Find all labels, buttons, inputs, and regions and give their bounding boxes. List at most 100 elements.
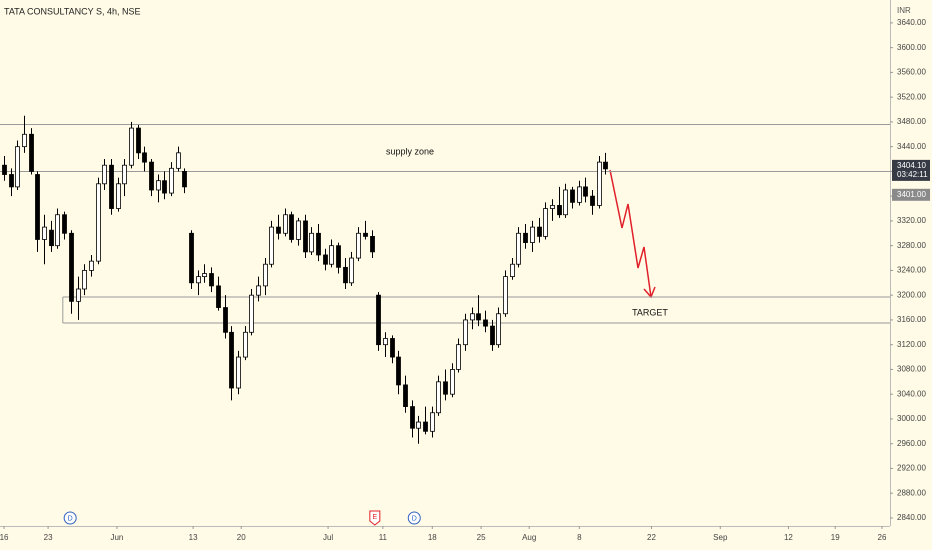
annotation: TARGET [632, 307, 668, 317]
candle-body [35, 174, 40, 240]
candle-body [49, 229, 54, 247]
last-price-label: 3404.10 [897, 161, 926, 170]
candle-body [603, 161, 608, 170]
candle-body [236, 356, 241, 389]
candle-body [69, 232, 74, 302]
x-tick-label: 13 [189, 533, 198, 542]
candle-body [89, 260, 94, 271]
candle-body [577, 186, 582, 203]
countdown: 03:42:11 [897, 170, 928, 179]
candle-body [590, 195, 595, 206]
candle-body [109, 164, 114, 209]
candle-body [289, 214, 294, 240]
y-tick-label: 2920.00 [897, 464, 926, 473]
candle-body [303, 220, 308, 253]
last-price-badge [892, 159, 930, 181]
candle-body [296, 220, 301, 240]
event-label: D [68, 515, 73, 522]
x-tick-label: Jul [323, 533, 333, 542]
y-tick-label: 3640.00 [897, 18, 926, 27]
candle-body [129, 127, 134, 166]
candle-body [162, 180, 167, 194]
y-tick-label: 3040.00 [897, 389, 926, 398]
candle-body [430, 412, 435, 432]
x-tick-label: 19 [831, 533, 840, 542]
candle-body [9, 174, 14, 188]
event-circle [63, 511, 77, 525]
candle-body [490, 325, 495, 346]
candle-body [329, 245, 334, 265]
candle-body [390, 338, 395, 358]
y-tick-label: 2840.00 [897, 513, 926, 522]
x-tick-label: 16 [0, 533, 9, 542]
candle-body [169, 167, 174, 194]
candle-body [136, 127, 141, 154]
candle-body [516, 232, 521, 265]
candle-body [370, 235, 375, 253]
candle-body [416, 421, 421, 429]
x-tick-label: Jun [110, 533, 123, 542]
candle-body [249, 294, 254, 333]
candle-body [583, 186, 588, 197]
candle-body [537, 226, 542, 237]
candle-body [470, 313, 475, 321]
candle-body [22, 133, 27, 148]
candle-body [62, 214, 67, 234]
candle-body [223, 307, 228, 333]
candle-body [383, 338, 388, 346]
candle-body [176, 152, 181, 169]
candle-body [229, 331, 234, 389]
candle-body [202, 273, 207, 278]
candle-body [443, 381, 448, 395]
candle-body [456, 344, 461, 370]
candle-body [102, 164, 107, 185]
candle-body [570, 189, 575, 203]
y-tick-label: 2960.00 [897, 439, 926, 448]
candle-body [543, 208, 548, 237]
candle-body [15, 146, 20, 188]
candle-body [82, 270, 87, 290]
candle-body [336, 245, 341, 268]
level-label: 3401.00 [897, 190, 926, 199]
candle-body [189, 232, 194, 284]
candle-body [76, 288, 81, 302]
y-tick-label: 3600.00 [897, 43, 926, 52]
candle-body [436, 381, 441, 414]
candle-body [42, 226, 47, 240]
candle-body [276, 226, 281, 234]
y-tick-label: 3320.00 [897, 216, 926, 225]
candle-body [149, 161, 154, 191]
y-tick-label: 3200.00 [897, 290, 926, 299]
candle-body [423, 421, 428, 432]
event-label: D [412, 515, 417, 522]
candle-body [410, 406, 415, 429]
candle-body [209, 273, 214, 287]
y-tick-label: 3240.00 [897, 266, 926, 275]
candle-body [323, 254, 328, 265]
candle-body [2, 164, 7, 175]
candle-body [396, 356, 401, 386]
annotation: supply zone [386, 146, 434, 156]
x-tick-label: 11 [379, 533, 388, 542]
candle-body [557, 205, 562, 216]
candle-body [55, 214, 60, 247]
candle-body [523, 232, 528, 243]
currency: INR [897, 6, 911, 15]
candle-body [182, 171, 187, 188]
candle-body [263, 263, 268, 287]
candle-body [563, 189, 568, 216]
candle-body [503, 276, 508, 315]
candle-body [483, 319, 488, 327]
candle-body [403, 384, 408, 407]
candle-body [510, 263, 515, 278]
y-tick-label: 3560.00 [897, 68, 926, 77]
candle-body [122, 164, 127, 185]
candle-body [96, 183, 101, 262]
candle-body [530, 226, 535, 243]
candle-body [597, 161, 602, 206]
y-tick-label: 3080.00 [897, 365, 926, 374]
candle-body [450, 369, 455, 395]
